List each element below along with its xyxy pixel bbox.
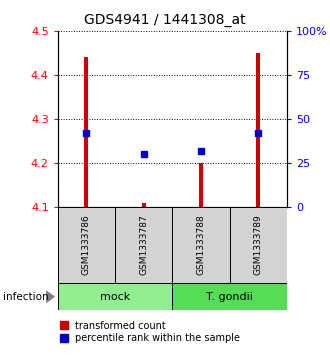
Text: GDS4941 / 1441308_at: GDS4941 / 1441308_at (84, 13, 246, 27)
Bar (115, 207, 172, 283)
Bar (84, 57, 88, 207)
Text: GSM1333788: GSM1333788 (197, 215, 206, 276)
Bar (58, 283, 172, 310)
Text: T. gondii: T. gondii (206, 292, 253, 302)
Text: infection: infection (3, 292, 49, 302)
Bar (172, 207, 230, 283)
Text: GSM1333787: GSM1333787 (139, 215, 148, 276)
Text: GSM1333789: GSM1333789 (254, 215, 263, 276)
Bar (230, 207, 287, 283)
Bar (172, 283, 287, 310)
Text: GSM1333786: GSM1333786 (82, 215, 91, 276)
Bar (199, 163, 203, 207)
Legend: transformed count, percentile rank within the sample: transformed count, percentile rank withi… (56, 317, 244, 347)
Text: mock: mock (100, 292, 130, 302)
Bar (142, 203, 146, 207)
Bar (58, 207, 115, 283)
Bar (256, 53, 260, 207)
